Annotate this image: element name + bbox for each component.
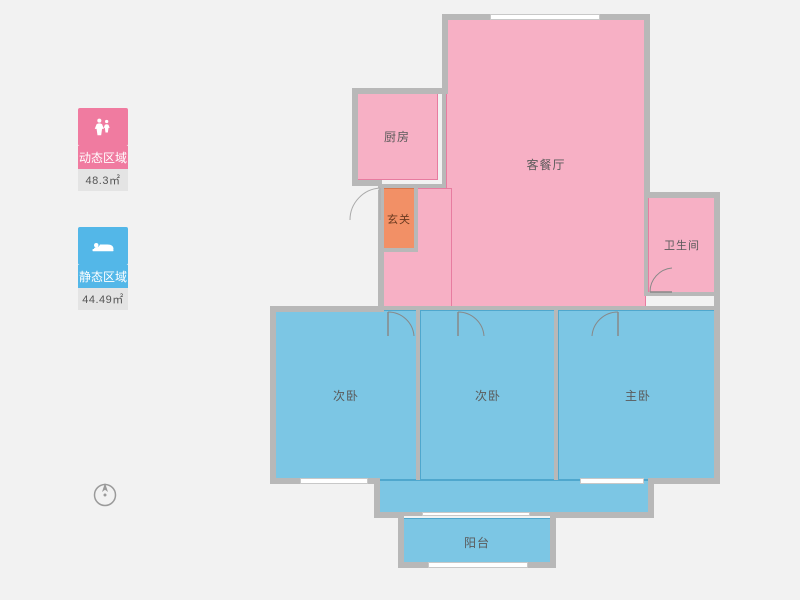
room-bed-master-label: 主卧: [625, 387, 651, 404]
door-icon: [590, 310, 620, 336]
wall: [352, 88, 446, 94]
wall: [644, 14, 650, 196]
legend: 动态区域 48.3㎡ 静态区域 44.49㎡: [78, 108, 150, 346]
window: [490, 14, 600, 20]
sleep-icon: [91, 237, 115, 255]
wall: [378, 184, 446, 188]
wall: [714, 192, 720, 484]
room-balcony-label: 阳台: [464, 534, 490, 551]
wall: [442, 14, 448, 94]
door-icon: [648, 266, 674, 294]
room-bed-master: 主卧: [558, 310, 718, 480]
legend-static-title: 静态区域: [78, 265, 128, 288]
legend-dynamic-value: 48.3㎡: [78, 169, 128, 191]
wall: [550, 512, 652, 518]
legend-static-value: 44.49㎡: [78, 288, 128, 310]
room-entry-label: 玄关: [387, 211, 411, 227]
wall: [398, 512, 404, 568]
room-kitchen: 厨房: [356, 92, 438, 180]
window: [580, 478, 644, 484]
window: [422, 512, 530, 516]
room-bed-strip: [378, 480, 650, 516]
room-entry: 玄关: [382, 188, 416, 250]
room-bed2a-label: 次卧: [333, 387, 359, 404]
door-icon: [346, 186, 382, 226]
room-living-label: 客餐厅: [526, 156, 565, 173]
legend-static-swatch: [78, 227, 128, 265]
window: [300, 478, 368, 484]
legend-dynamic-swatch: [78, 108, 128, 146]
people-icon: [92, 116, 114, 138]
room-balcony: 阳台: [402, 518, 552, 566]
wall: [416, 310, 420, 480]
door-icon: [386, 310, 416, 336]
wall: [414, 184, 418, 250]
legend-dynamic-title: 动态区域: [78, 146, 128, 169]
floor-plan: 客餐厅 厨房 卫生间 玄关 次卧 次卧 主卧 阳台: [260, 10, 750, 590]
wall: [550, 512, 556, 568]
room-bed2b-label: 次卧: [475, 387, 501, 404]
room-bed2b: 次卧: [420, 310, 556, 480]
compass-icon: [90, 480, 120, 515]
room-kitchen-label: 厨房: [384, 128, 410, 145]
legend-dynamic: 动态区域 48.3㎡: [78, 108, 150, 191]
wall: [442, 88, 446, 184]
wall: [378, 248, 418, 252]
room-bathroom-label: 卫生间: [664, 237, 700, 253]
door-icon: [456, 310, 486, 336]
wall: [644, 192, 720, 198]
legend-static: 静态区域 44.49㎡: [78, 227, 150, 310]
room-living: 客餐厅: [446, 18, 646, 310]
wall: [274, 306, 718, 310]
wall: [648, 478, 720, 484]
wall: [352, 88, 358, 184]
wall: [554, 310, 558, 480]
window: [428, 562, 528, 568]
wall: [270, 306, 276, 484]
